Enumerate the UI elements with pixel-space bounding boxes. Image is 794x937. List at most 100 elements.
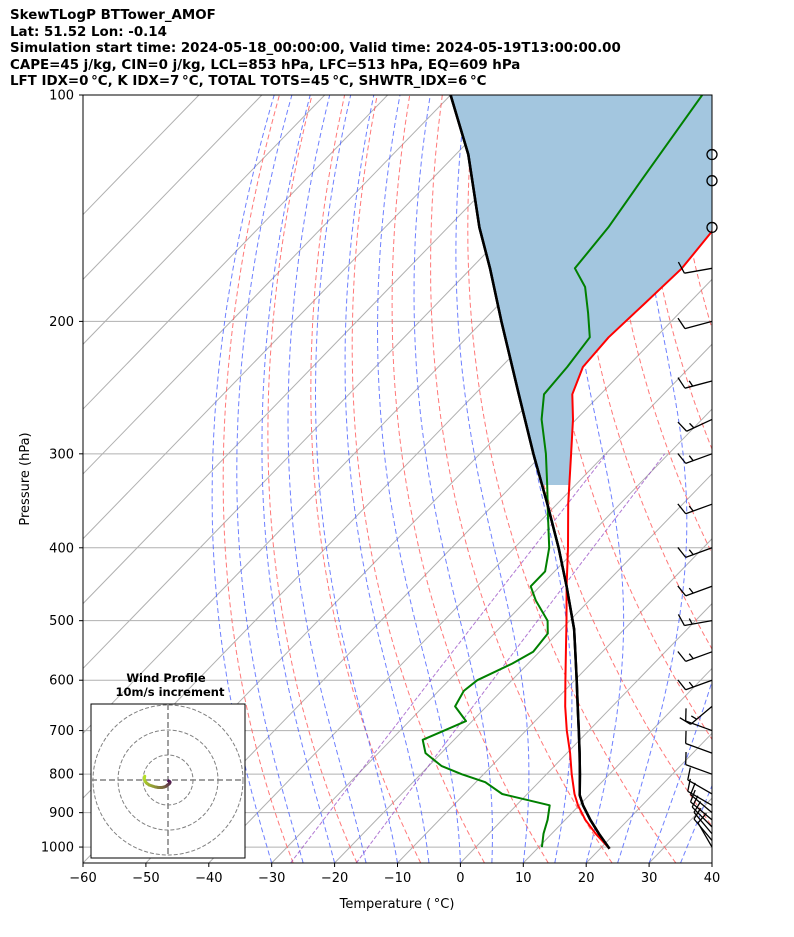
- wind-barb: [677, 418, 713, 432]
- barb-flag: [677, 585, 687, 597]
- x-axis-label: Temperature ( °C): [339, 897, 455, 912]
- hodograph-subtitle: 10m/s increment: [116, 685, 225, 699]
- mixing-ratio-line: [355, 453, 666, 863]
- dry-adiabat: [222, 95, 294, 863]
- indices-line-2: LFT IDX=0 °C, K IDX=7 °C, TOTAL TOTS=45 …: [10, 74, 487, 90]
- barb-flag: [677, 261, 685, 274]
- isotherm-line: [585, 732, 712, 863]
- temperature-profile-line: [564, 229, 712, 850]
- barb-shaft: [685, 547, 713, 558]
- dry-adiabat: [391, 95, 549, 863]
- barb-flag: [677, 421, 688, 432]
- isotherm-line: [522, 667, 712, 863]
- barb-flag: [687, 767, 691, 781]
- chart-title: SkewTLogP BTTower_AMOF: [10, 8, 216, 23]
- isotherm-line: [397, 538, 712, 863]
- y-tick-label: 900: [49, 806, 74, 821]
- moist-adiabat: [315, 95, 398, 863]
- cape-area: [450, 95, 712, 485]
- dry-adiabat: [604, 95, 712, 555]
- barb-half-flag: [688, 380, 694, 387]
- barb-shaft: [685, 503, 713, 515]
- x-tick-label: −20: [321, 871, 348, 886]
- y-tick-label: 300: [49, 447, 74, 462]
- x-tick-label: 0: [456, 871, 464, 886]
- barb-flag: [677, 679, 687, 691]
- wind-barb: [687, 767, 713, 795]
- moist-adiabat: [211, 95, 275, 863]
- x-tick-label: 30: [641, 871, 658, 886]
- y-tick-label: 400: [49, 541, 74, 556]
- barb-shaft: [685, 720, 713, 732]
- wind-barb: [691, 795, 713, 828]
- barb-flag: [677, 651, 687, 662]
- barb-shaft: [685, 763, 713, 775]
- y-tick-label: 100: [49, 89, 74, 104]
- barb-half-flag: [688, 618, 693, 625]
- dry-adiabat: [267, 95, 358, 863]
- barb-shaft: [686, 418, 713, 432]
- wind-barb: [677, 585, 713, 597]
- x-tick-label: −10: [384, 871, 411, 886]
- barb-half-flag: [688, 587, 694, 594]
- y-tick-label: 700: [49, 724, 74, 739]
- dry-adiabat: [736, 95, 794, 863]
- y-tick-label: 600: [49, 674, 74, 689]
- isotherm-line: [83, 95, 514, 540]
- barb-shaft: [685, 651, 713, 662]
- barb-half-flag: [688, 681, 694, 688]
- barb-shaft: [687, 779, 713, 795]
- barb-flag: [677, 614, 685, 626]
- barb-flag: [697, 812, 707, 824]
- barb-half-flag: [688, 455, 694, 462]
- dry-adiabat: [351, 95, 485, 863]
- parcel-profile-line-top: [449, 95, 611, 850]
- wind-barb: [706, 148, 718, 161]
- calm-wind-circle: [706, 148, 718, 161]
- barb-shaft: [685, 742, 713, 754]
- hodograph-title: Wind Profile: [126, 671, 206, 685]
- isotherm-line: [334, 473, 712, 863]
- wind-barb: [685, 751, 713, 775]
- moist-adiabat: [376, 95, 461, 863]
- calm-wind-circle: [706, 221, 718, 234]
- moist-adiabat: [287, 95, 367, 863]
- moist-adiabat: [344, 95, 430, 863]
- dewpoint-profile-line: [421, 95, 704, 848]
- barb-shaft: [684, 320, 713, 330]
- moist-adiabat: [680, 784, 712, 863]
- isotherm-line: [145, 278, 712, 863]
- isotherm-line: [83, 95, 577, 605]
- isotherm-line: [83, 95, 451, 475]
- isotherm-line: [460, 602, 712, 863]
- isotherm-line: [711, 862, 712, 863]
- barb-shaft: [691, 806, 713, 828]
- barb-shaft: [685, 453, 713, 465]
- y-tick-label: 800: [49, 768, 74, 783]
- barb-half-flag: [689, 422, 695, 429]
- moist-adiabat: [617, 95, 688, 863]
- isotherm-line: [83, 95, 326, 345]
- y-tick-label: 200: [49, 315, 74, 330]
- wind-barb: [677, 547, 713, 558]
- barb-flag: [677, 547, 687, 558]
- x-tick-label: 40: [704, 871, 721, 886]
- barb-half-flag: [690, 715, 698, 720]
- wind-barb: [706, 175, 718, 187]
- barb-flag: [679, 717, 691, 725]
- moist-adiabat: [261, 95, 336, 863]
- location-line: Lat: 51.52 Lon: -0.14: [10, 24, 167, 40]
- moist-adiabat: [236, 95, 304, 863]
- dry-adiabat: [571, 95, 712, 650]
- y-tick-label: 500: [49, 614, 74, 629]
- time-line: Simulation start time: 2024-05-18_00:00:…: [10, 41, 621, 57]
- wind-barb: [685, 730, 713, 754]
- chart-title-block: SkewTLogP BTTower_AMOF Lat: 51.52 Lon: -…: [10, 8, 621, 91]
- moist-adiabat: [413, 95, 493, 863]
- barb-shaft: [685, 585, 713, 597]
- wind-barb: [677, 453, 713, 465]
- mixing-ratio-line: [290, 453, 608, 863]
- barb-flag: [677, 377, 686, 389]
- moist-adiabat: [455, 95, 530, 863]
